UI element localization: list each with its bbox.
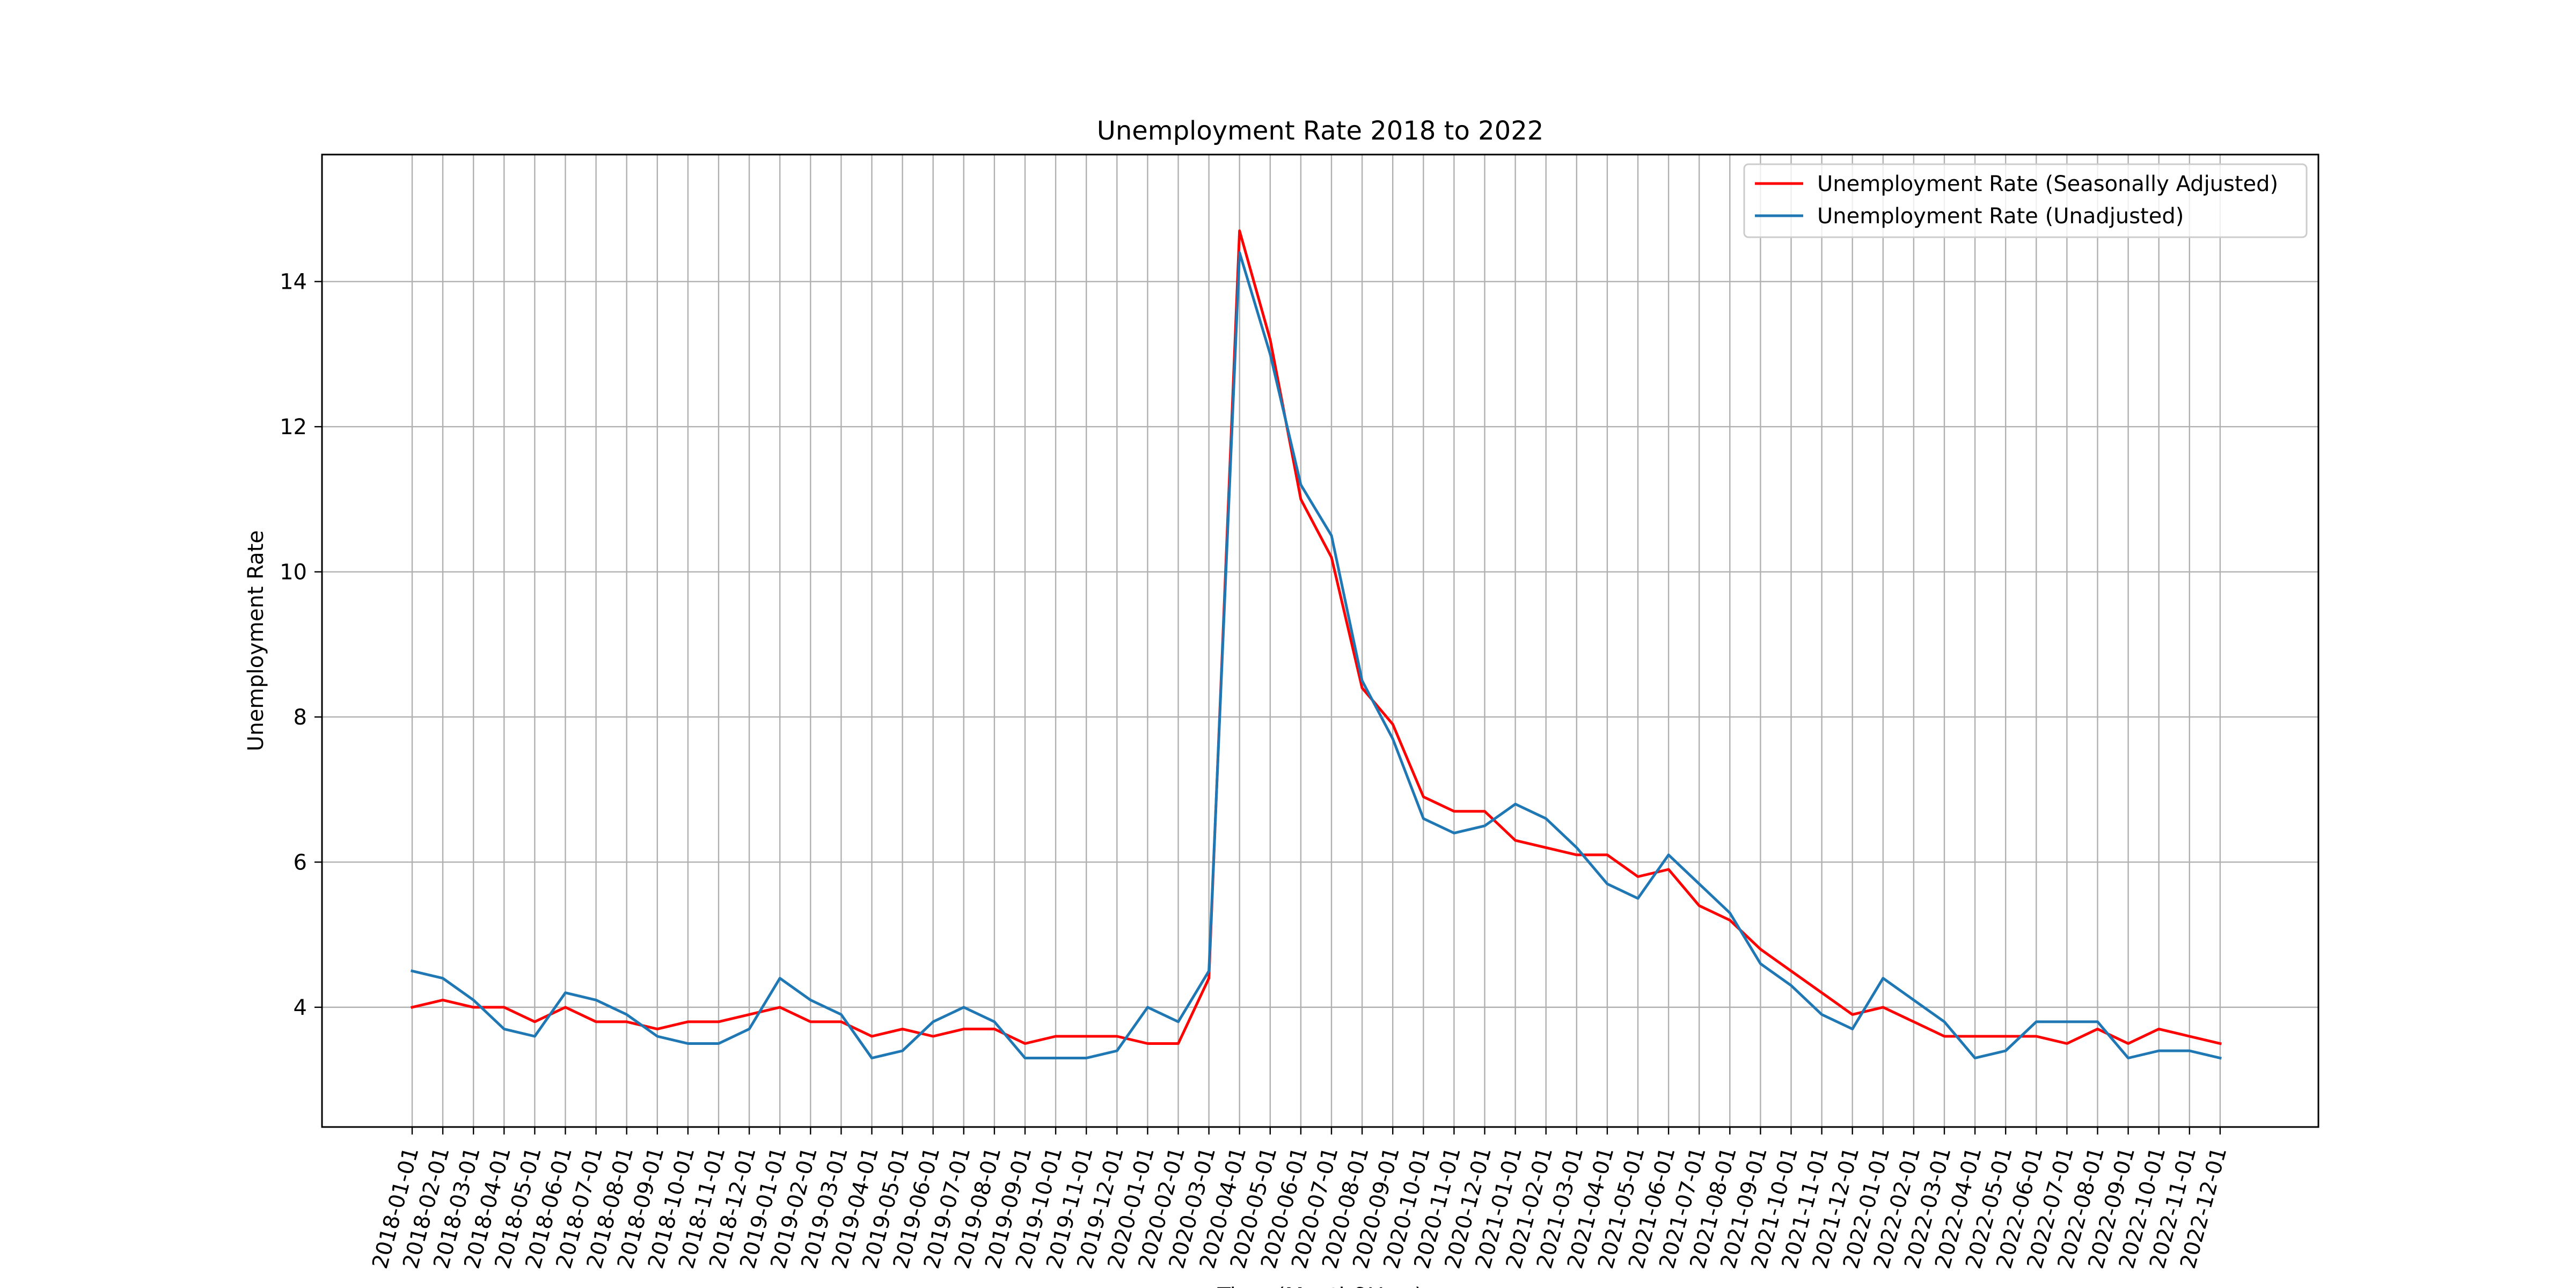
plot-background: [322, 155, 2318, 1127]
legend-label-seasonally-adjusted: Unemployment Rate (Seasonally Adjusted): [1817, 172, 2278, 196]
legend-label-unadjusted: Unemployment Rate (Unadjusted): [1817, 204, 2184, 229]
seasonally-adjusted-line: [410, 229, 2222, 1045]
x-axis-label: Time (Month&Year): [1217, 1284, 1423, 1288]
y-tick-label: 4: [294, 996, 307, 1020]
grid-lines: [322, 155, 2318, 1127]
legend: Unemployment Rate (Seasonally Adjusted) …: [1743, 163, 2308, 238]
y-tick-label: 6: [294, 850, 307, 875]
chart-title: Unemployment Rate 2018 to 2022: [1097, 116, 1544, 146]
legend-frame: [1743, 163, 2308, 238]
y-axis-label: Unemployment Rate: [244, 530, 268, 751]
y-tick-label: 14: [280, 270, 307, 295]
y-tick-label: 12: [280, 415, 307, 440]
data-series: [410, 229, 2222, 1060]
plot-frame: [321, 153, 2319, 1128]
unadjusted-line: [410, 251, 2222, 1060]
axis-ticks: 2018-01-012018-02-012018-03-012018-04-01…: [280, 270, 2231, 1271]
y-tick-label: 10: [280, 560, 307, 585]
y-tick-label: 8: [294, 705, 307, 730]
